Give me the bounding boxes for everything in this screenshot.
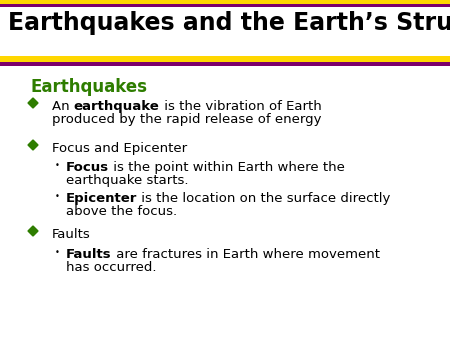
Text: Earthquakes and the Earth’s Structure: Earthquakes and the Earth’s Structure [8,11,450,35]
Text: are fractures in Earth where movement: are fractures in Earth where movement [112,248,380,261]
Polygon shape [28,98,38,108]
Text: earthquake: earthquake [74,100,160,113]
Text: Faults: Faults [66,248,112,261]
Polygon shape [28,140,38,150]
Bar [0,62,450,66]
Text: is the point within Earth where the: is the point within Earth where the [109,161,345,174]
Text: •: • [55,161,60,170]
Text: Epicenter: Epicenter [66,192,137,205]
Text: Earthquakes: Earthquakes [30,78,147,96]
Text: •: • [55,248,60,257]
Text: Focus: Focus [66,161,109,174]
Polygon shape [28,226,38,236]
Bar [0,4,450,7]
Text: Focus and Epicenter: Focus and Epicenter [52,142,187,155]
Bar [0,56,450,62]
Text: is the location on the surface directly: is the location on the surface directly [137,192,391,205]
Text: is the vibration of Earth: is the vibration of Earth [160,100,321,113]
Bar [0,0,450,4]
Text: produced by the rapid release of energy: produced by the rapid release of energy [52,113,321,126]
Text: •: • [55,192,60,201]
Text: Faults: Faults [52,228,91,241]
Text: An: An [52,100,74,113]
Text: earthquake starts.: earthquake starts. [66,174,189,187]
Text: above the focus.: above the focus. [66,205,177,218]
Text: has occurred.: has occurred. [66,261,157,274]
